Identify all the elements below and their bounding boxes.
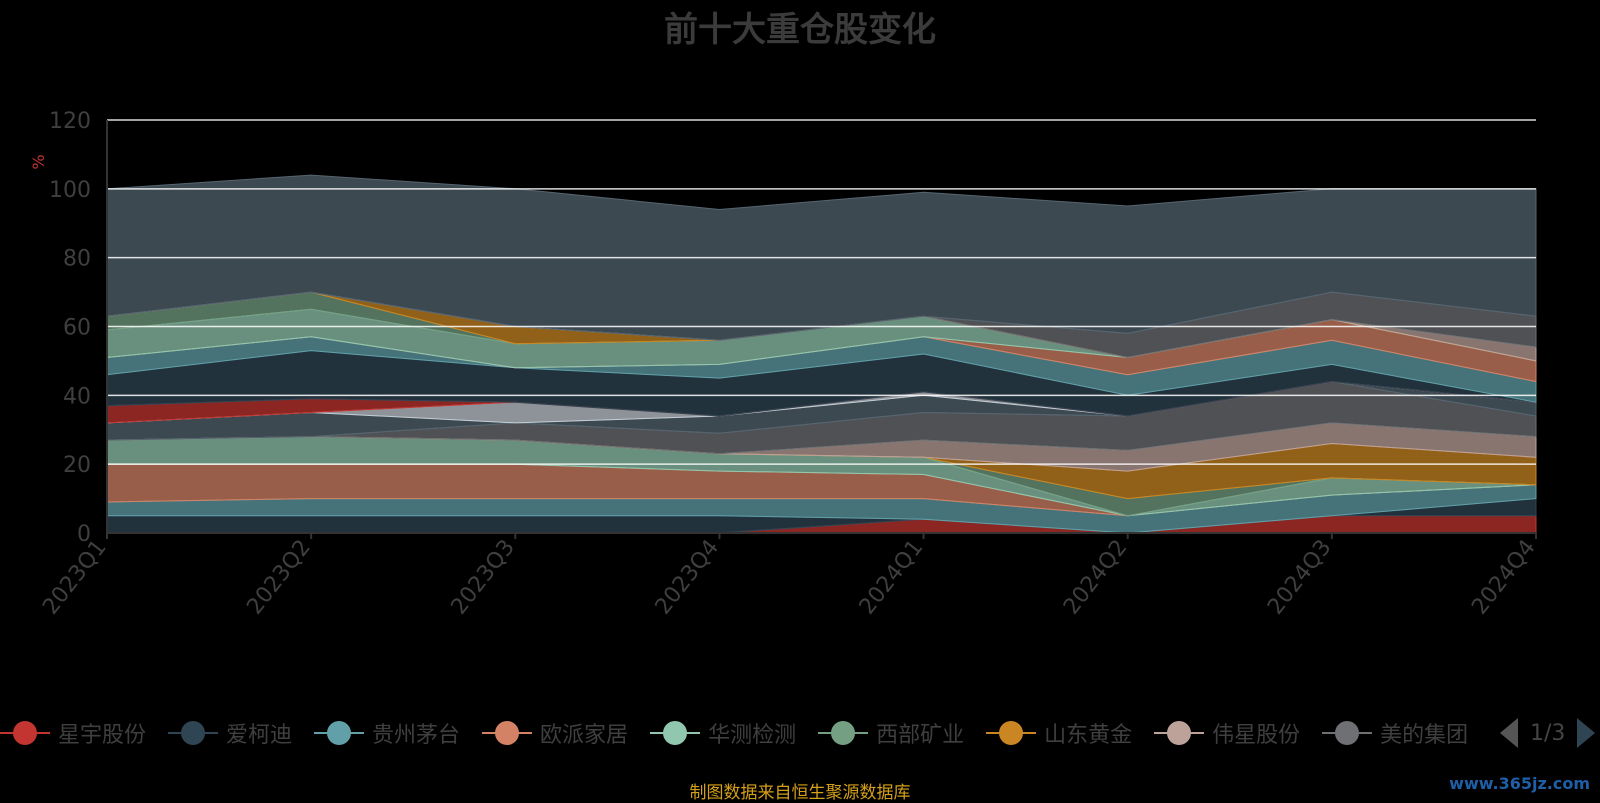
legend-item-1[interactable]: 爱柯迪 [168,717,292,749]
x-tick-label-6: 2024Q3 [1263,535,1336,619]
legend-item-7[interactable]: 伟星股份 [1154,717,1300,749]
chart-canvas: 0 20 40 60 80 100 120% 2023Q1 2023Q2 2023Q3 2023Q4… [29,109,1541,619]
x-tick-label-4: 2024Q1 [855,535,928,619]
legend-label: 伟星股份 [1212,723,1301,748]
legend-item-4[interactable]: 华测检测 [650,717,796,749]
x-tick-label-2: 2023Q3 [447,535,520,619]
y-tick-label-0: 0 [77,522,91,547]
legend-label: 星宇股份 [58,723,147,748]
legend-marker-icon [314,721,365,745]
legend-marker-icon [818,721,869,745]
x-tick-label-3: 2023Q4 [651,535,724,619]
y-tick-label-3: 60 [63,316,91,341]
legend-item-8[interactable]: 美的集团 [1322,717,1468,749]
legend-label: 美的集团 [1380,723,1469,748]
source-note: 制图数据来自恒生聚源数据库 [689,783,911,803]
legend-item-6[interactable]: 山东黄金 [986,717,1132,749]
y-axis-label: % [29,154,48,169]
legend-label: 西部矿业 [876,723,965,748]
pager-next-arrow-icon[interactable] [1577,718,1596,748]
legend-label: 贵州茅台 [372,723,461,748]
x-tick-label-1: 2023Q2 [242,535,315,619]
legend-item-0[interactable]: 星宇股份 [0,717,146,749]
watermark: www.365jz.com [1449,774,1590,793]
y-tick-label-2: 40 [63,384,91,409]
legend-marker-icon [1322,721,1373,745]
pager-text: 1/3 [1530,720,1566,746]
chart-title: 前十大重仓股变化 [664,10,936,50]
legend-label: 欧派家居 [540,723,629,748]
legend-label: 华测检测 [708,723,797,748]
legend-label: 山东黄金 [1044,723,1133,748]
x-tick-label-7: 2024Q4 [1467,535,1540,619]
y-tick-label-1: 20 [63,453,91,478]
y-tick-label-4: 80 [63,247,91,272]
legend-marker-icon [650,721,701,745]
y-tick-label-5: 100 [49,178,91,203]
legend-marker-icon [168,721,219,745]
y-tick-label-6: 120 [49,109,91,134]
legend-marker-icon [482,721,533,745]
legend-label: 爱柯迪 [226,723,293,748]
legend-pager: 1/3 [1500,718,1596,748]
legend-item-3[interactable]: 欧派家居 [482,717,628,749]
legend-item-2[interactable]: 贵州茅台 [314,717,460,749]
legend: 星宇股份 爱柯迪 贵州茅台 欧派家居 华测检测 西部矿业 山东黄金 伟星股份 美的集团 [0,715,1482,751]
x-tick-label-0: 2023Q1 [38,535,111,619]
legend-marker-icon [1154,721,1205,745]
pager-prev-arrow-icon[interactable] [1500,718,1518,748]
legend-marker-icon [986,721,1037,745]
legend-item-5[interactable]: 西部矿业 [818,717,964,749]
legend-marker-icon [0,721,50,745]
x-tick-label-5: 2024Q2 [1059,535,1132,619]
